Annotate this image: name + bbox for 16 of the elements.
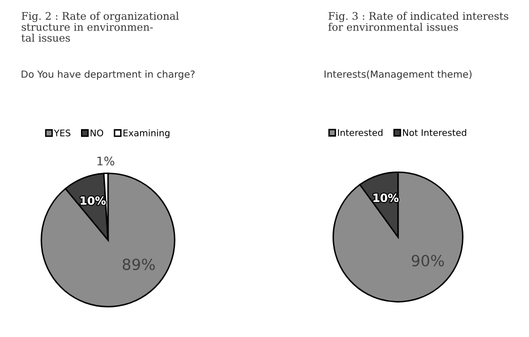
legend-label: YES <box>54 129 70 136</box>
legend-label: Interested <box>338 129 382 136</box>
legend-label: Examining <box>124 129 170 138</box>
pie-slice <box>332 172 464 302</box>
data-label: 10% <box>80 196 106 205</box>
chart-title: Fig. 2 : Rate of organizational structure in environmen- tal issues <box>21 12 179 42</box>
legend-label: NO <box>90 129 104 136</box>
data-label: 90% <box>412 254 444 266</box>
data-label: 1% <box>97 156 114 166</box>
pie-slice <box>40 172 176 308</box>
chart-subtitle: Do You have department in charge? <box>22 70 195 80</box>
data-label: 89% <box>122 258 155 270</box>
legend-label: Not Interested <box>403 129 466 136</box>
data-label: 10% <box>374 194 399 202</box>
chart-title: Fig. 3 : Rate of indicated interests for environmental issues <box>328 12 508 31</box>
chart-subtitle: Interests(Management theme) <box>324 70 472 80</box>
